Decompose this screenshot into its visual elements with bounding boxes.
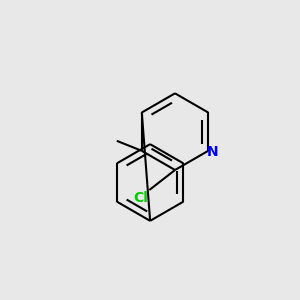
Text: N: N xyxy=(206,146,218,160)
Text: Cl: Cl xyxy=(133,191,148,205)
